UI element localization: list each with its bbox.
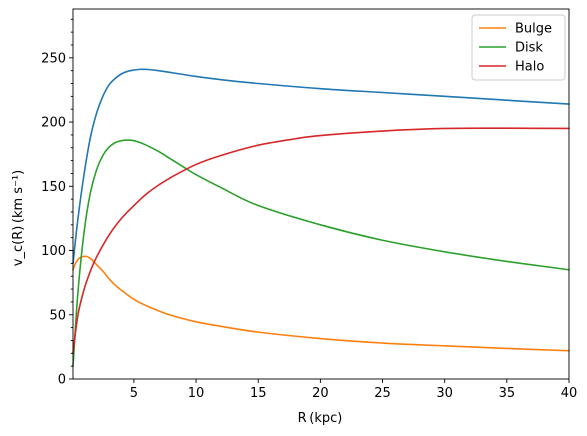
series-line-bulge — [72, 255, 570, 352]
y-tick-label: 0 — [58, 373, 66, 388]
legend-label-disk: Disk — [515, 41, 543, 56]
x-tick-label: 25 — [374, 386, 391, 401]
y-tick-label: 250 — [41, 51, 66, 66]
x-tick-label: 30 — [436, 386, 453, 401]
x-axis-label: R (kpc) — [298, 411, 343, 426]
x-tick-label: 40 — [561, 386, 578, 401]
y-tick-label: 100 — [41, 244, 66, 259]
legend-label-bulge: Bulge — [515, 22, 552, 37]
y-tick-label: 200 — [41, 116, 66, 131]
x-tick-label: 5 — [130, 386, 138, 401]
series-line-total — [72, 68, 570, 265]
legend-box — [471, 14, 566, 81]
axes-frame — [72, 8, 570, 380]
plot-area — [72, 8, 570, 380]
series-curves — [72, 68, 570, 367]
x-axis: 5 10 15 20 25 30 35 40 — [130, 379, 578, 401]
legend-label-halo: Halo — [515, 60, 544, 75]
y-axis: 0 50 100 150 200 250 — [41, 18, 73, 388]
y-axis-label: v_c(R) (km s⁻¹) — [11, 170, 26, 266]
legend: Bulge Disk Halo — [471, 14, 566, 81]
series-line-halo — [72, 127, 570, 355]
series-line-disk — [72, 139, 570, 367]
x-tick-label: 15 — [250, 386, 267, 401]
x-tick-label: 20 — [312, 386, 329, 401]
x-tick-label: 35 — [499, 386, 516, 401]
y-tick-label: 150 — [41, 180, 66, 195]
x-tick-label: 10 — [188, 386, 205, 401]
y-tick-label: 50 — [49, 308, 66, 323]
